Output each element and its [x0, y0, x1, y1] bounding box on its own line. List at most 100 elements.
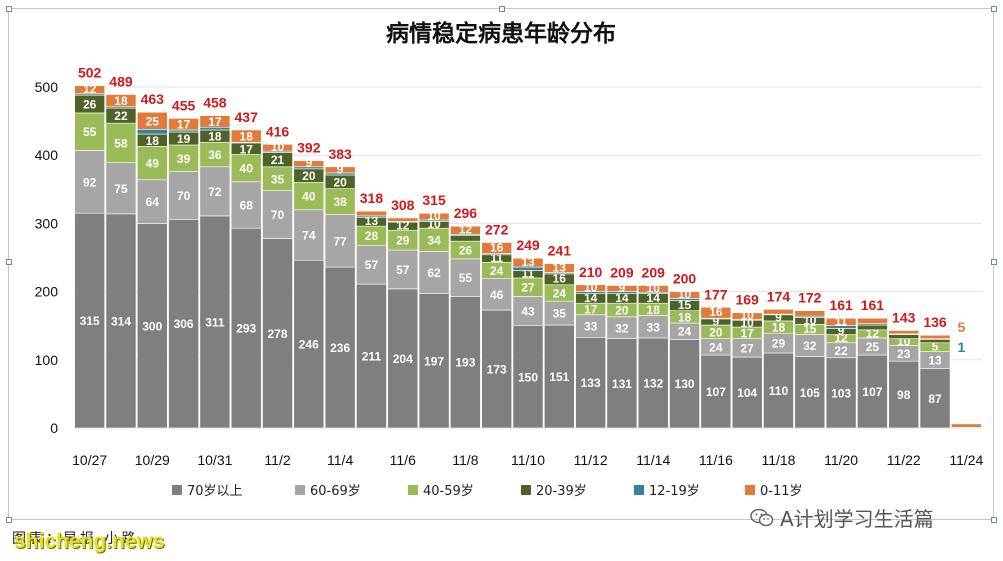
total-label-11/18: 174 — [767, 288, 791, 304]
total-label-10/31: 458 — [203, 95, 227, 111]
wechat-icon — [750, 508, 774, 526]
x-tick-label-10/29: 10/29 — [135, 452, 170, 468]
resize-handle-top-right[interactable] — [991, 6, 997, 12]
bar-segment-0-11岁-11/3 — [293, 160, 325, 168]
bar-segment-70岁以上-11/12 — [575, 336, 606, 429]
segment-label-40-59岁-11/11: 24 — [553, 287, 567, 301]
bar-segment-0-11岁-11/7 — [418, 212, 450, 221]
segment-label-0-11岁-11/13: 9 — [619, 281, 626, 295]
bar-segment-12-19岁-10/29 — [136, 128, 168, 135]
segment-label-20-39岁-10/27: 26 — [83, 98, 97, 112]
segment-label-70岁以上-10/29: 300 — [142, 319, 162, 333]
segment-label-20-39岁-11/16: 9 — [713, 314, 720, 328]
segment-label-0-11岁-10/30: 17 — [177, 118, 191, 132]
total-label-11/5: 318 — [360, 190, 384, 206]
total-label-11/23: 136 — [923, 314, 947, 330]
segment-label-60-69岁-11/10: 43 — [521, 305, 535, 319]
segment-label-0-11岁-11/7: 10 — [427, 209, 441, 223]
total-label-11/12: 210 — [579, 264, 603, 280]
bar-segment-0-11岁-10/27 — [74, 85, 105, 95]
bar-segment-0-11岁-11/10 — [512, 257, 544, 268]
bar-segment-70岁以上-10/31 — [199, 215, 231, 429]
segment-label-20-39岁-10/31: 18 — [208, 130, 222, 144]
y-tick-label-200: 200 — [35, 284, 59, 300]
resize-handle-bottom-right[interactable] — [991, 517, 997, 523]
segment-label-20-39岁-11/1: 17 — [240, 142, 254, 156]
resize-handle-left[interactable] — [6, 259, 12, 265]
bar-segment-60-69岁-10/30 — [168, 171, 199, 220]
bar-segment-0-11岁-11/2 — [262, 143, 293, 152]
bar-segment-0-11岁-11/4 — [324, 166, 356, 174]
segment-label-70岁以上-11/23: 87 — [928, 392, 942, 406]
bar-segment-40-59岁-10/27 — [74, 112, 105, 151]
x-tick-label-11/4: 11/4 — [327, 452, 353, 468]
bar-segment-60-69岁-11/4 — [324, 214, 356, 268]
total-label-11/10: 249 — [516, 237, 540, 253]
segment-label-70岁以上-11/18: 110 — [769, 384, 789, 398]
segment-label-20-39岁-11/11: 16 — [553, 272, 567, 286]
x-tick-label-10/27: 10/27 — [72, 452, 107, 468]
segment-label-40-59岁-11/18: 18 — [772, 321, 786, 335]
bar-segment-70岁以上-11/7 — [418, 293, 450, 429]
bar-segment-60-69岁-11/8 — [450, 258, 481, 297]
total-label-10/28: 489 — [109, 74, 133, 90]
bar-segment-0-11岁-11/11 — [543, 263, 575, 273]
label-12-19-11/24: 1 — [957, 339, 965, 355]
segment-label-60-69岁-10/31: 72 — [208, 185, 222, 199]
segment-label-40-59岁-11/23: 5 — [932, 340, 939, 354]
segment-label-0-11岁-11/11: 13 — [553, 260, 567, 274]
bar-segment-0-11岁-11/1 — [230, 129, 262, 143]
segment-label-40-59岁-11/16: 20 — [709, 325, 723, 339]
x-tick-label-11/8: 11/8 — [452, 452, 478, 468]
total-label-11/7: 315 — [422, 192, 446, 208]
segment-label-20-39岁-11/20: 9 — [838, 324, 845, 338]
segment-label-60-69岁-11/12: 33 — [584, 320, 598, 334]
segment-label-0-11岁-10/31: 17 — [208, 115, 222, 129]
bar-segment-40-59岁-10/30 — [168, 144, 199, 172]
total-label-11/20: 161 — [829, 297, 853, 313]
total-label-11/19: 172 — [798, 290, 822, 306]
total-label-11/16: 177 — [704, 286, 728, 302]
legend-label-70岁以上: 70岁以上 — [187, 484, 243, 499]
segment-label-40-59岁-11/12: 17 — [584, 303, 598, 317]
segment-label-70岁以上-11/11: 151 — [549, 370, 569, 384]
bar-segment-0-11岁-11/12 — [575, 284, 606, 292]
segment-label-60-69岁-11/3: 74 — [302, 229, 316, 243]
resize-handle-top-left[interactable] — [6, 6, 12, 12]
resize-handle-top[interactable] — [499, 6, 505, 12]
segment-label-0-11岁-11/4: 9 — [337, 162, 344, 176]
segment-label-60-69岁-11/17: 27 — [740, 341, 754, 355]
total-label-11/14: 209 — [642, 264, 666, 280]
legend-label-40-59岁: 40-59岁 — [423, 484, 474, 499]
total-label-11/3: 392 — [297, 140, 321, 156]
bar-segment-20-39岁-11/21 — [857, 324, 888, 331]
bar-segment-60-69岁-10/27 — [74, 150, 105, 214]
bar-segment-70岁以上-11/17 — [731, 356, 763, 429]
segment-label-0-11岁-10/27: 12 — [83, 82, 97, 96]
segment-label-0-11岁-11/3: 9 — [305, 156, 312, 170]
x-tick-label-11/22: 11/22 — [887, 452, 921, 468]
segment-label-70岁以上-11/1: 293 — [236, 322, 256, 336]
segment-label-70岁以上-11/4: 236 — [330, 341, 350, 355]
legend-swatch-0-11岁 — [745, 485, 755, 495]
segment-label-60-69岁-11/13: 32 — [615, 321, 629, 335]
y-tick-label-300: 300 — [35, 215, 59, 231]
segment-label-60-69岁-11/21: 25 — [866, 340, 880, 354]
segment-label-0-11岁-11/10: 13 — [521, 255, 535, 269]
resize-handle-bottom-left[interactable] — [6, 517, 12, 523]
bar-segment-0-11岁-11/18 — [763, 309, 794, 315]
bar-segment-0-11岁-11/14 — [637, 285, 669, 293]
total-label-11/8: 296 — [454, 205, 478, 221]
legend-swatch-12-19岁 — [634, 485, 644, 495]
segment-label-70岁以上-11/8: 193 — [455, 356, 475, 370]
bar-segment-70岁以上-11/22 — [888, 360, 920, 429]
x-tick-label-11/12: 11/12 — [574, 452, 608, 468]
x-tick-label-11/14: 11/14 — [636, 452, 670, 468]
segment-label-60-69岁-11/19: 32 — [803, 339, 817, 353]
bar-segment-70岁以上-11/19 — [794, 356, 826, 429]
resize-handle-right[interactable] — [991, 259, 997, 265]
bar-segment-60-69岁-10/31 — [199, 166, 231, 217]
segment-label-70岁以上-11/12: 133 — [581, 376, 601, 390]
bar-segment-70岁以上-11/5 — [356, 283, 387, 429]
total-label-11/1: 437 — [235, 109, 259, 125]
